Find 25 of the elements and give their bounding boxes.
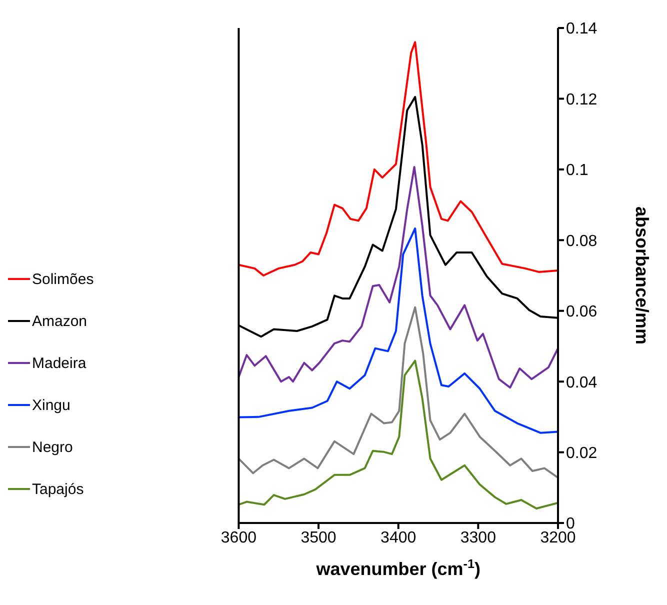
y-tick-label: 0.06 (566, 304, 598, 321)
line-series (238, 360, 558, 510)
line-series (238, 227, 558, 434)
x-tick-label: 3400 (380, 529, 416, 546)
legend-label: Solimões (32, 270, 94, 288)
x-tick-label: 3600 (220, 529, 257, 546)
y-tick-label: 0.02 (566, 444, 598, 462)
line-series (238, 306, 558, 479)
x-tick-label: 3300 (460, 529, 496, 546)
x-tick-label: 3200 (540, 529, 576, 546)
y-tick-label: 0.12 (566, 91, 598, 108)
x-axis-title: wavenumber (cm$^{-1}$) (315, 557, 480, 579)
y-tick-label: 0.14 (566, 20, 598, 38)
x-tick-label: 3500 (300, 529, 336, 546)
legend-label: Tapajós (32, 480, 84, 498)
y-tick-label: 0.1 (566, 162, 588, 180)
legend-label: Madeira (32, 354, 86, 372)
legend-label: Xingu (32, 396, 70, 414)
y-tick-label: 0.04 (566, 374, 598, 392)
line-series (238, 166, 558, 389)
line-series (238, 41, 558, 276)
legend-label: Negro (32, 438, 73, 456)
legend-label: Amazon (32, 312, 88, 330)
y-axis-title: absorbance/mm (632, 206, 652, 345)
y-tick-label: 0.08 (566, 232, 598, 250)
